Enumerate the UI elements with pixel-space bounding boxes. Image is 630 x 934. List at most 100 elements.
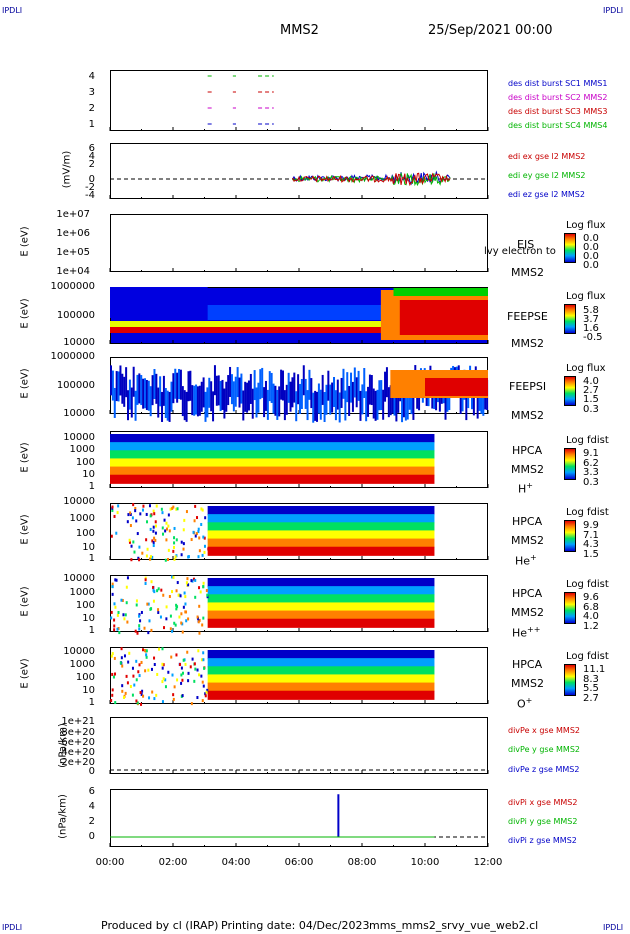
hpca-speckle [117, 610, 120, 614]
hpca-band [207, 578, 435, 588]
feepsi-speckle [130, 387, 133, 418]
feepsi-speckle [208, 377, 211, 408]
feepsi-speckle [365, 391, 368, 422]
xtick: 06:00 [284, 857, 314, 868]
hpca-speckle [196, 516, 199, 520]
hpca-speckle [129, 524, 132, 528]
ytick: 3 [88, 87, 95, 98]
feepsi-speckle [287, 372, 290, 403]
hpca-speckle [140, 660, 143, 664]
hpca-speckle [128, 540, 131, 544]
hpca-speckle [150, 667, 153, 671]
hpca-speckle [203, 666, 206, 670]
hpca-speckle [147, 668, 150, 672]
ytick: 1e+06 [56, 228, 90, 239]
feepsi-speckle [272, 383, 275, 414]
legend-edi-ex: edi ex gse l2 MMS2 [508, 152, 586, 161]
feepsi-speckle [174, 368, 177, 399]
hpca-speckle [147, 631, 150, 635]
hpca-speckle [184, 610, 187, 614]
hpca-speckle [146, 520, 149, 524]
feepsi-speckle [204, 391, 207, 422]
hpca-speckle [116, 627, 119, 631]
hpca-speckle [164, 529, 167, 533]
hpca-band [207, 618, 435, 628]
xtick: 00:00 [95, 857, 125, 868]
feepsi-speckle [157, 387, 160, 418]
feepsi-speckle [111, 370, 114, 401]
hpca-speckle [175, 607, 178, 611]
feepsi-speckle [389, 385, 392, 416]
feepsi-speckle [280, 369, 283, 400]
hpca-speckle [177, 593, 180, 597]
hpca-speckle [175, 507, 178, 511]
hpca-speckle [175, 538, 178, 542]
legend-divpe-y: divPe y gse MMS2 [508, 745, 580, 754]
feepsi-speckle [247, 380, 250, 411]
hpca-speckle [124, 613, 127, 617]
hpca-speckle [136, 631, 139, 635]
hpca-speckle [203, 544, 206, 548]
hpca-speckle [148, 696, 151, 700]
ytick: 1 [88, 119, 95, 130]
feepsi-speckle [195, 384, 198, 415]
hpca-speckle [201, 623, 204, 627]
hpca-speckle [136, 532, 139, 536]
hpca-speckle [135, 603, 138, 607]
feepsi-speckle [278, 386, 281, 417]
feepsi-speckle [266, 389, 269, 420]
hpca-speckle [127, 513, 130, 517]
hpca-speckle [121, 664, 124, 668]
hpca-speckle [138, 663, 141, 667]
colorbar-value: 1.5 [583, 394, 599, 405]
feepsi-speckle [444, 389, 447, 420]
hpca-speckle [192, 577, 195, 581]
hpca-speckle [171, 575, 174, 579]
hpca-speckle [162, 663, 165, 667]
feepsi-speckle [168, 391, 171, 422]
hpca-speckle [167, 557, 170, 561]
hpca-speckle [111, 582, 114, 586]
hpca-speckle [151, 539, 154, 543]
hpca-speckle [157, 587, 160, 591]
hpca-speckle [202, 585, 205, 589]
footer-file: mms_mms2_srvy_vue_web2.cl [369, 919, 539, 932]
hpca-speckle [114, 701, 117, 705]
hpca-speckle [146, 547, 149, 551]
hpca-speckle [194, 667, 197, 671]
hpca-speckle [152, 529, 155, 533]
feepsi-speckle [406, 389, 409, 420]
hpca-speckle [190, 579, 193, 583]
feepsi-speckle [306, 390, 309, 421]
feepsi-speckle [334, 390, 337, 421]
xtick: 10:00 [410, 857, 440, 868]
hpca-speckle [129, 685, 132, 689]
hpca-speckle [197, 555, 200, 559]
feepsi-speckle [333, 376, 336, 407]
hpca-speckle [162, 532, 165, 536]
hpca-speckle [187, 583, 190, 587]
feepsi-speckle [234, 376, 237, 407]
hpca-speckle [142, 648, 145, 652]
colorbar [564, 376, 576, 406]
hpca-speckle [138, 613, 141, 617]
hpca-speckle [127, 660, 130, 664]
hpca-speckle [204, 516, 207, 520]
feepsi-speckle [281, 370, 284, 401]
colorbar-value: -0.5 [583, 332, 603, 343]
feepsi-speckle [134, 390, 137, 421]
corner-tag-top-right: IPDLI [603, 6, 624, 15]
hpca-speckle [165, 605, 168, 609]
species-name: H [518, 482, 527, 496]
colorbar-value: 8.3 [583, 674, 599, 685]
ytick: 10000 [63, 496, 95, 507]
feepsi-speckle [410, 384, 413, 415]
hpca-speckle [181, 630, 184, 634]
feepsi-speckle [140, 375, 143, 406]
hpca-speckle [200, 507, 203, 511]
hpca-band [207, 594, 435, 604]
hpca-speckle [125, 601, 128, 605]
ytick: -2 [85, 182, 95, 193]
colorbar-value: 0.0 [583, 260, 599, 271]
